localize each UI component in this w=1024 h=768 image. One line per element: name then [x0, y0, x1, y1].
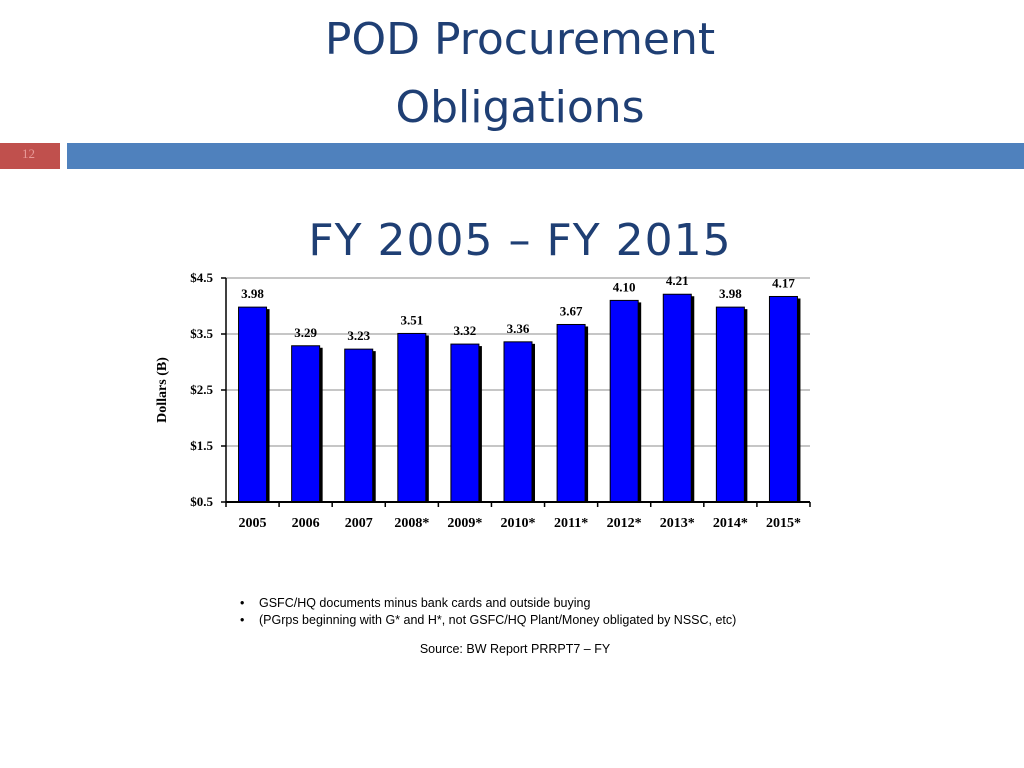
x-tick-label: 2013*: [660, 516, 695, 531]
title-line-1: POD Procurement: [324, 14, 716, 65]
y-tick-label: $0.5: [190, 494, 213, 509]
labels: $0.5 $1.5 $2.5 $3.5 $4.5 Dollars (B) 2005 3.98 2…: [155, 270, 801, 531]
slide-title: POD Procurement Obligations: [220, 14, 820, 134]
source-text: Source: BW Report PRRPT7 – FY: [419, 642, 611, 656]
bars: [238, 293, 798, 503]
y-tick-label: $1.5: [190, 438, 213, 453]
data-label: 3.51: [400, 312, 423, 327]
data-label: 3.98: [241, 286, 264, 301]
x-tick-label: 2010*: [501, 516, 536, 531]
x-tick-label: 2005: [239, 516, 267, 531]
data-label: 3.23: [347, 328, 370, 343]
bar: [662, 293, 692, 503]
note-text: GSFC/HQ documents minus bank cards and o…: [259, 596, 591, 610]
data-label: 4.21: [666, 273, 689, 288]
x-tick-label: 2014*: [713, 516, 748, 531]
y-tick-label: $3.5: [190, 326, 213, 341]
data-label: 3.29: [294, 325, 317, 340]
x-tick-label: 2007: [345, 516, 373, 531]
axes: [221, 277, 811, 507]
bar: [397, 332, 427, 503]
note-text: (PGrps beginning with G* and H*, not GSF…: [259, 613, 737, 627]
bar: [768, 295, 798, 503]
bar: [609, 299, 639, 503]
bullet: •: [240, 613, 245, 627]
accent-bar: [67, 143, 1024, 169]
page-number: 12: [0, 143, 60, 169]
x-tick-label: 2009*: [447, 516, 482, 531]
x-tick-label: 2012*: [607, 516, 642, 531]
bar: [556, 323, 586, 503]
bar: [291, 345, 321, 503]
x-tick-label: 2015*: [766, 516, 801, 531]
y-axis-label: Dollars (B): [155, 357, 170, 423]
data-label: 4.10: [613, 279, 636, 294]
data-label: 3.98: [719, 286, 742, 301]
chart-title: FY 2005 – FY 2015: [308, 215, 732, 266]
bullet: •: [240, 596, 245, 610]
data-label: 4.17: [772, 275, 795, 290]
data-label: 3.32: [454, 323, 477, 338]
x-tick-label: 2011*: [554, 516, 588, 531]
bar: [344, 348, 374, 503]
y-tick-label: $2.5: [190, 382, 213, 397]
bar: [450, 343, 480, 503]
x-tick-label: 2008*: [394, 516, 429, 531]
bar: [503, 341, 533, 503]
data-label: 3.36: [507, 321, 530, 336]
title-line-2: Obligations: [395, 82, 645, 133]
bar: [715, 306, 745, 503]
y-tick-label: $4.5: [190, 270, 213, 285]
data-label: 3.67: [560, 303, 583, 318]
x-tick-label: 2006: [292, 516, 320, 531]
bar: [238, 306, 268, 503]
